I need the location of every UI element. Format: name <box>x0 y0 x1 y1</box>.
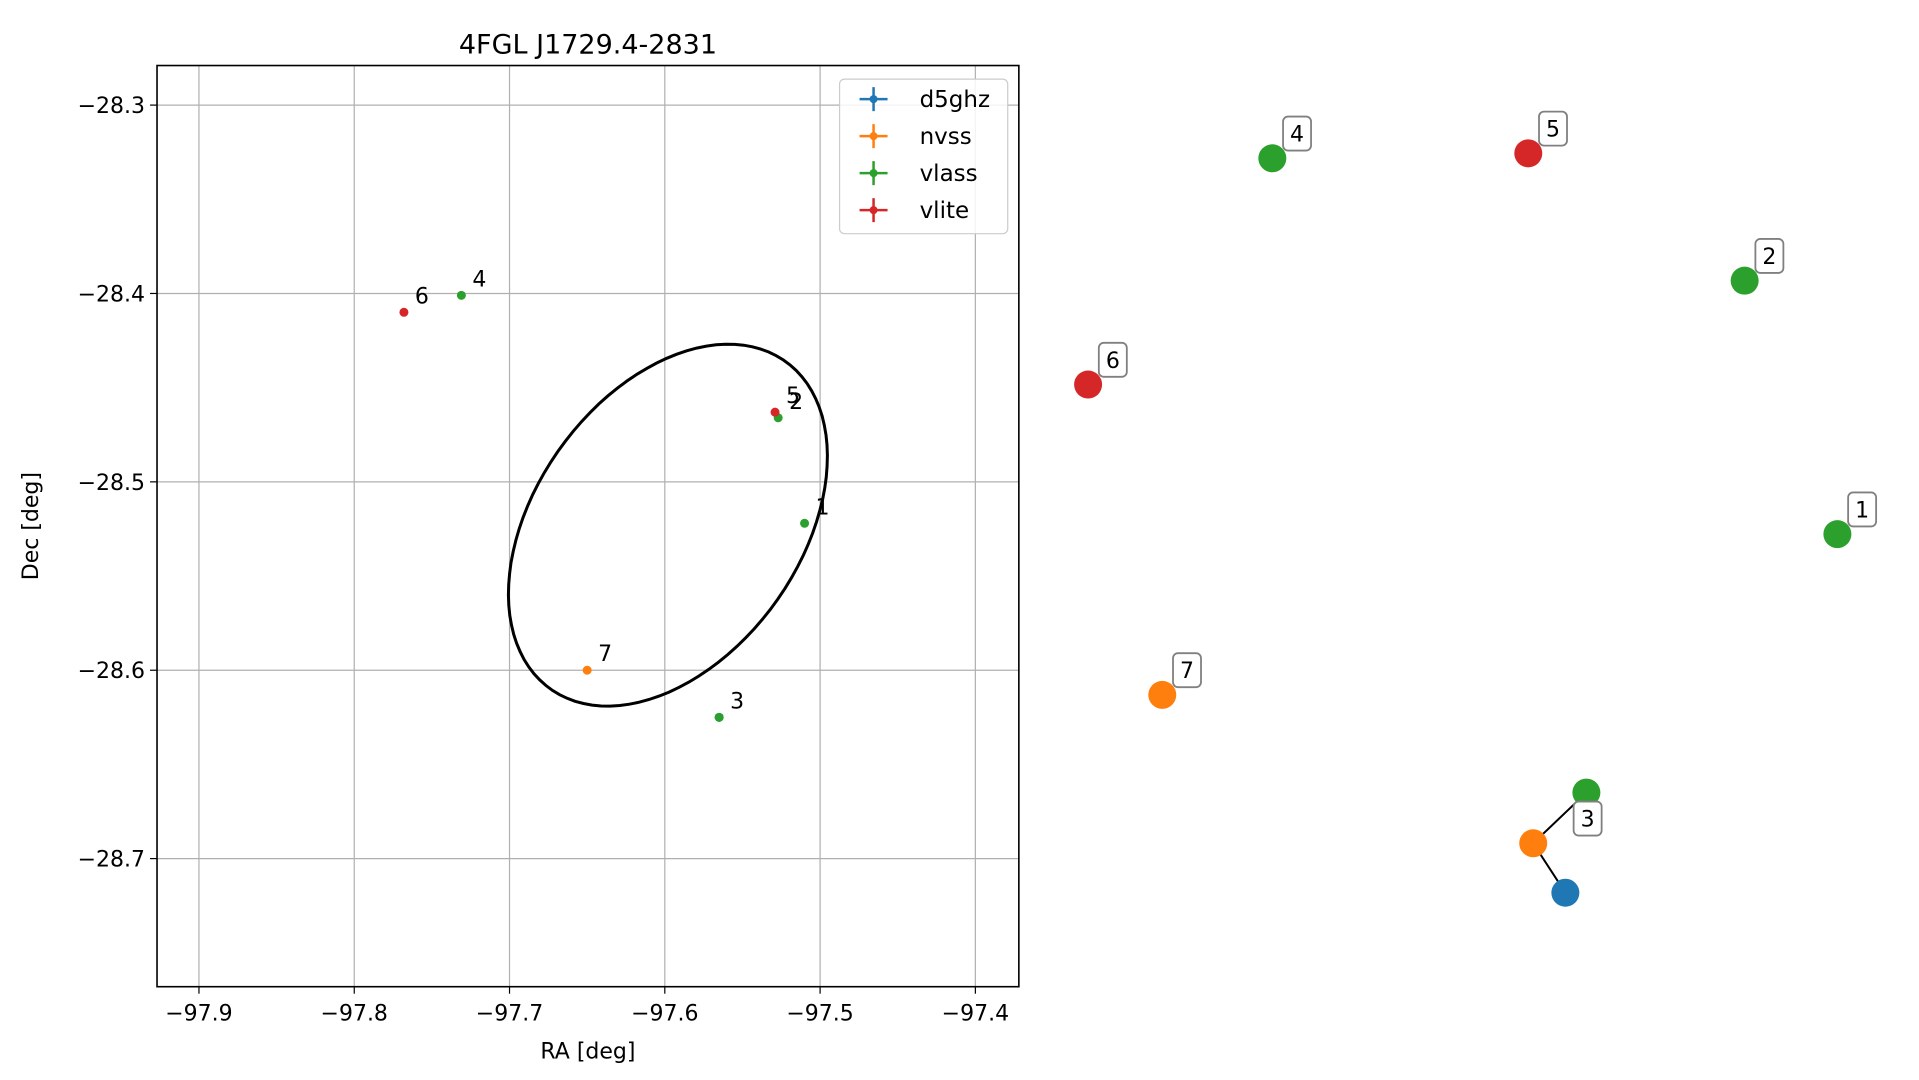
point-nvss <box>582 665 592 675</box>
point-vlass <box>800 518 810 528</box>
point-vlass <box>456 290 466 300</box>
legend-marker-dot <box>869 95 878 104</box>
node-label-box <box>1282 115 1312 152</box>
y-tick-label: −28.6 <box>78 659 145 684</box>
graph-node <box>1823 520 1852 549</box>
graph-node <box>1148 680 1177 709</box>
legend-marker-dot <box>869 132 878 141</box>
legend-label-d5ghz: d5ghz <box>920 87 990 113</box>
node-label: 1 <box>1855 498 1869 523</box>
association-graph-panel: 1 2 3 4 5 6 7 <box>1074 110 1878 907</box>
x-tick-label: −97.7 <box>476 1002 543 1027</box>
node-label-box <box>1097 341 1128 378</box>
point-label: 4 <box>472 267 486 292</box>
legend-label-nvss: nvss <box>920 124 972 150</box>
legend: d5ghz nvss vlass vlite <box>838 78 1009 235</box>
error-ellipse <box>506 342 829 708</box>
graph-node <box>1258 144 1287 173</box>
node-label-box <box>1538 110 1568 147</box>
node-label: 2 <box>1762 245 1776 270</box>
point-vlass <box>714 712 724 722</box>
node-label-box <box>1847 491 1878 528</box>
node-label: 4 <box>1290 123 1304 148</box>
legend-marker-dot <box>869 206 878 215</box>
point-label: 5 <box>786 384 800 409</box>
y-tick-label: −28.3 <box>78 94 145 119</box>
axes-frame <box>156 64 1020 988</box>
point-label: 7 <box>598 642 612 667</box>
y-tick-label: −28.4 <box>78 282 145 307</box>
graph-node <box>1519 829 1548 858</box>
legend-marker-dot <box>869 169 878 178</box>
y-tick-label: −28.7 <box>78 848 145 873</box>
graph-node <box>1572 778 1601 807</box>
graph-node <box>1074 370 1103 399</box>
graph-node <box>1551 878 1580 907</box>
x-tick-label: −97.4 <box>942 1002 1009 1027</box>
point-label: 1 <box>816 495 830 520</box>
node-label-box <box>1572 800 1603 837</box>
legend-label-vlass: vlass <box>920 161 978 187</box>
node-label: 5 <box>1546 118 1560 143</box>
axis-ticks: −97.9 −97.8 −97.7 −97.6 −97.5 −97.4 −28.3 −28.4… <box>78 94 1009 1027</box>
y-tick-label: −28.5 <box>78 471 145 496</box>
x-axis-label: RA [deg] <box>540 1040 635 1065</box>
scatter-plot-panel: 7 1 2 3 4 5 6 −97.9 −97.8 −97.7 −97.6 −97.5 −97.4 −2… <box>19 30 1020 1065</box>
point-vlite <box>770 407 780 417</box>
x-tick-label: −97.8 <box>321 1002 388 1027</box>
node-label: 6 <box>1106 349 1120 374</box>
x-tick-label: −97.5 <box>786 1002 853 1027</box>
chart-title: 4FGL J1729.4-2831 <box>459 30 717 61</box>
graph-node <box>1730 266 1759 295</box>
node-label-box <box>1172 652 1202 689</box>
graph-nodes: 1 2 3 4 5 6 7 <box>1074 110 1878 907</box>
x-tick-label: −97.9 <box>165 1002 232 1027</box>
point-vlite <box>399 307 409 317</box>
node-label-box <box>1754 238 1785 274</box>
legend-label-vlite: vlite <box>920 198 970 224</box>
point-label: 3 <box>730 689 744 714</box>
error-ellipse-layer <box>506 342 829 708</box>
legend-box <box>838 78 1009 235</box>
node-label: 7 <box>1180 659 1194 684</box>
y-axis-label: Dec [deg] <box>19 472 44 580</box>
x-tick-label: −97.6 <box>631 1002 698 1027</box>
node-label: 3 <box>1581 808 1595 833</box>
data-points-layer: 7 1 2 3 4 5 6 <box>399 267 830 722</box>
graph-node <box>1514 139 1543 168</box>
point-label: 6 <box>415 284 429 309</box>
point-label: 2 <box>789 390 803 415</box>
